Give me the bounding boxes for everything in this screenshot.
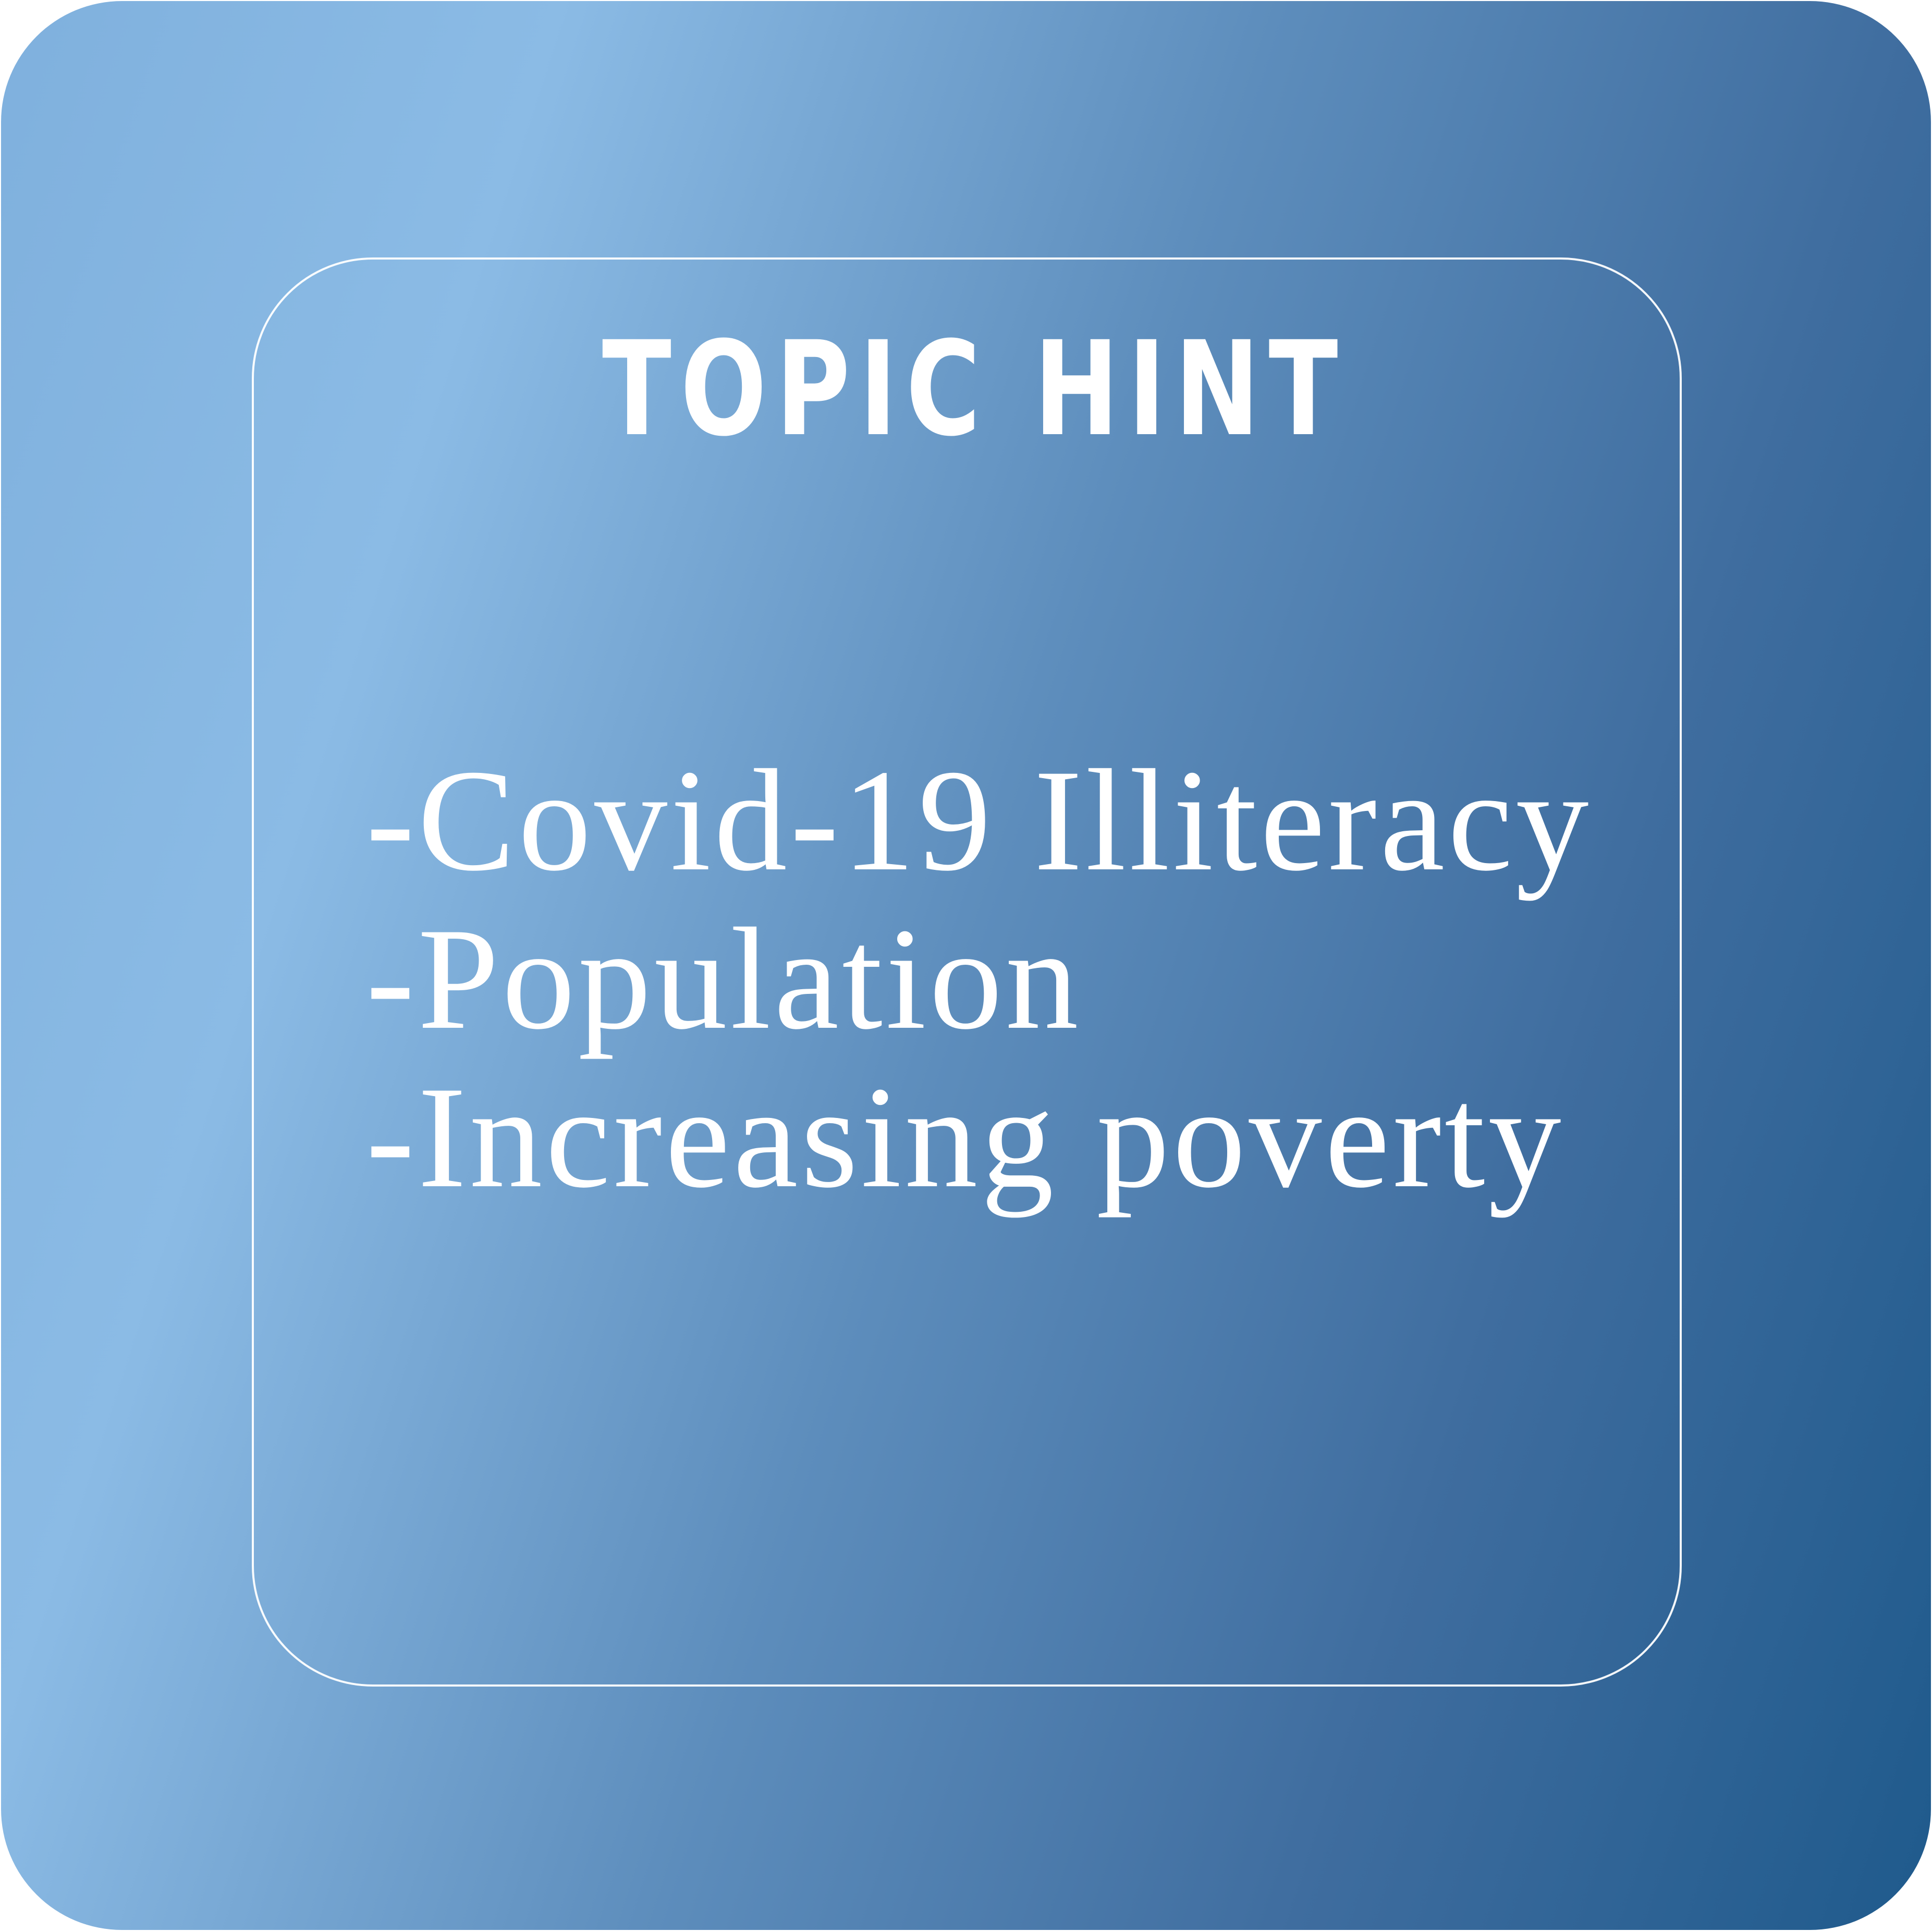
list-item: -Population xyxy=(366,897,1082,1060)
card-title: TOPIC HINT xyxy=(602,313,1347,465)
inner-frame xyxy=(252,257,1682,1687)
list-item: -Increasing poverty xyxy=(366,1056,1564,1218)
list-item: -Covid-19 Illiteracy xyxy=(366,739,1592,901)
hint-list: -Covid-19 Illiteracy -Population -Increa… xyxy=(366,741,1592,1216)
